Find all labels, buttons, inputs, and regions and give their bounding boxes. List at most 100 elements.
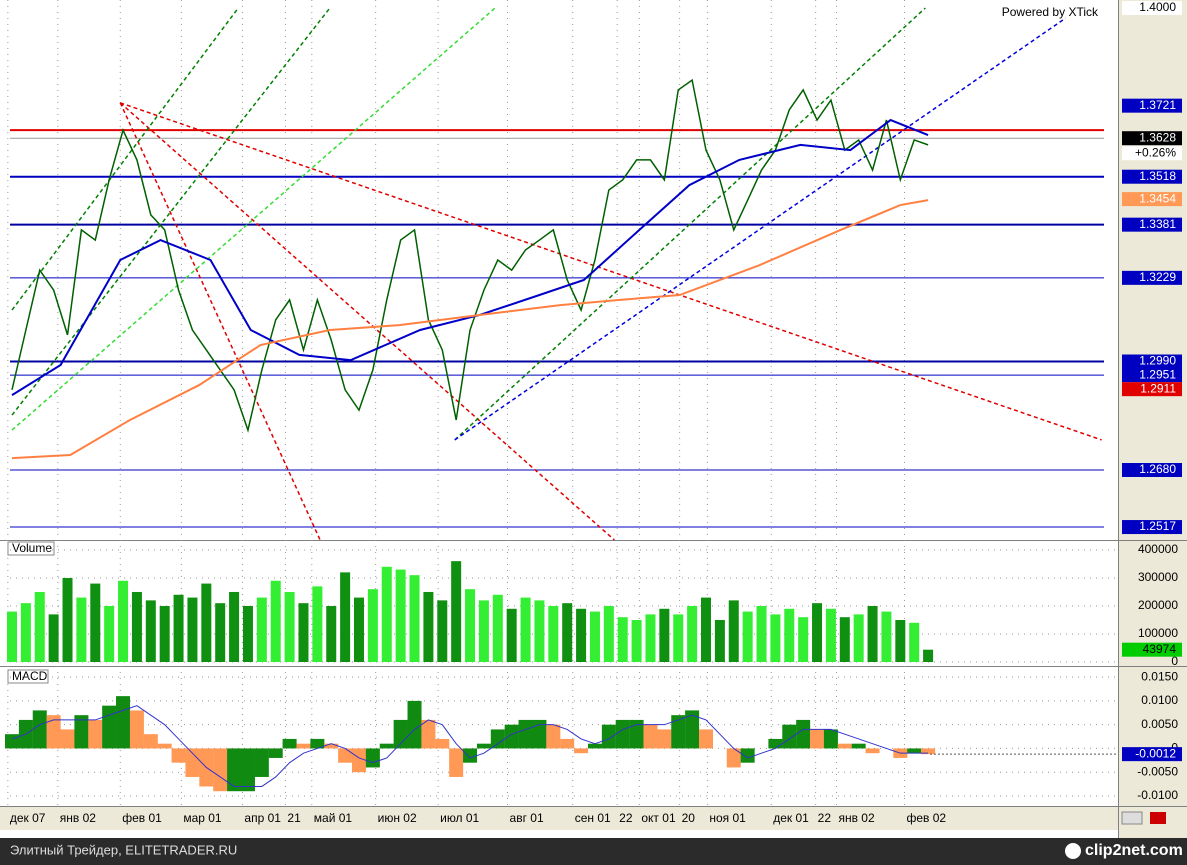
- macd-bar: [185, 748, 200, 777]
- macd-bar: [768, 738, 783, 749]
- volume-bar: [742, 611, 753, 662]
- volume-bar: [770, 614, 781, 662]
- macd-bar: [60, 729, 75, 749]
- settings-button[interactable]: [1121, 811, 1143, 825]
- volume-bar: [326, 605, 337, 662]
- macd-bar: [657, 729, 672, 749]
- volume-bar: [20, 603, 31, 662]
- volume-bar: [215, 603, 226, 662]
- volume-bar: [437, 600, 448, 662]
- level-label: 1.2951: [1139, 367, 1176, 381]
- macd-bar: [671, 715, 686, 749]
- macd-bar: [449, 748, 464, 777]
- annotation: Powered by XTick: [1002, 5, 1099, 19]
- x-tick-label: сен 01: [575, 811, 611, 825]
- macd-bar: [629, 719, 644, 749]
- last-label-box: [1122, 642, 1182, 657]
- macd-bar: [227, 748, 242, 792]
- change-box: [1122, 146, 1182, 161]
- level-label: 1.3229: [1139, 270, 1176, 284]
- macd-bar: [435, 738, 450, 749]
- volume-bar: [409, 575, 420, 662]
- macd-bar: [546, 724, 561, 749]
- volume-bar: [548, 605, 559, 662]
- volume-bar: [589, 611, 600, 662]
- x-tick-label: янв 02: [60, 811, 97, 825]
- macd-bar: [421, 719, 436, 749]
- trend-line: [11, 7, 496, 431]
- volume-bar: [534, 600, 545, 662]
- macd-bar: [268, 748, 283, 758]
- exit-button[interactable]: [1150, 812, 1166, 824]
- volume-bar: [298, 603, 309, 662]
- volume-bar: [159, 605, 170, 662]
- volume-bar: [798, 617, 809, 662]
- logo-icon: [1065, 843, 1081, 859]
- y-tick-label: 0: [1171, 654, 1178, 668]
- macd-bar: [463, 748, 478, 763]
- last-label: 43974: [1143, 642, 1177, 656]
- level-label: 1.3454: [1139, 191, 1176, 205]
- macd-bar: [365, 748, 380, 768]
- macd-bar: [5, 734, 19, 749]
- y-tick-label: -0.0100: [1137, 788, 1178, 802]
- volume-bar: [923, 649, 934, 662]
- level-label-box: [1122, 368, 1182, 383]
- volume-bar: [465, 589, 476, 662]
- macd-bar: [352, 748, 366, 773]
- volume-bar: [229, 591, 240, 662]
- level-label-box: [1122, 1, 1182, 16]
- trend-line: [454, 7, 926, 441]
- macd-bar: [74, 715, 89, 749]
- x-tick-label: окт 01: [641, 811, 676, 825]
- trend-line: [120, 102, 1102, 441]
- footer-bar: [0, 838, 1187, 865]
- macd-bar: [601, 724, 616, 749]
- volume-bar: [90, 583, 101, 662]
- signal-line: [11, 705, 929, 787]
- time-axis: [0, 806, 1118, 830]
- level-label: 1.2990: [1139, 354, 1176, 368]
- volume-bar: [451, 561, 462, 662]
- x-tick-label: 21: [287, 811, 301, 825]
- macd-bar: [240, 748, 255, 792]
- volume-bar: [423, 591, 434, 662]
- macd-bar: [296, 743, 311, 749]
- macd-bar: [865, 748, 880, 754]
- volume-bar: [312, 586, 323, 662]
- y-tick-label: 200000: [1138, 598, 1178, 612]
- volume-bar: [242, 605, 253, 662]
- last-label-box: [1122, 747, 1182, 762]
- volume-bar: [256, 597, 267, 662]
- y-tick-label: 300000: [1138, 570, 1178, 584]
- level-label: 1.2517: [1139, 519, 1176, 533]
- volume-bar: [576, 608, 587, 662]
- x-tick-label: 20: [682, 811, 696, 825]
- volume-bar: [354, 597, 364, 662]
- volume-bar: [909, 622, 920, 662]
- panel-title-box: [7, 669, 49, 684]
- macd-bar: [476, 743, 491, 749]
- volume-bar: [603, 605, 614, 662]
- macd-bar: [907, 748, 922, 754]
- macd-bar: [587, 743, 602, 749]
- volume-bar: [395, 569, 406, 662]
- volume-bar: [659, 608, 670, 662]
- trend-line: [11, 7, 331, 416]
- x-tick-label: авг 01: [510, 811, 544, 825]
- volume-bar: [145, 600, 156, 662]
- y-tick-label: 0.0150: [1141, 669, 1178, 683]
- macd-bar: [851, 743, 866, 749]
- macd-bar: [823, 729, 838, 749]
- macd-bar: [574, 748, 589, 754]
- macd-bar: [116, 696, 131, 749]
- footer-site: Элитный Трейдер, ELITETRADER.RU: [10, 842, 237, 857]
- macd-bar: [810, 729, 825, 749]
- macd-bar: [504, 724, 519, 749]
- macd-bar: [407, 700, 422, 749]
- macd-bar: [157, 743, 172, 749]
- x-tick-label: мар 01: [183, 811, 222, 825]
- macd-bar: [685, 710, 700, 749]
- trend-line: [119, 102, 615, 541]
- volume-bar: [506, 608, 517, 662]
